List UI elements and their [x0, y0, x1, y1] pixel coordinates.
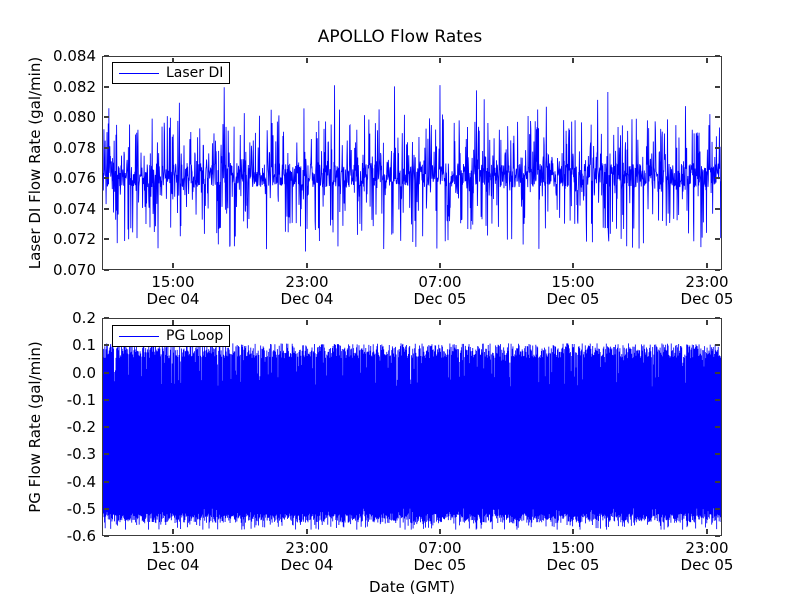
legend-line-swatch-icon — [119, 72, 159, 74]
top-plot-xtick-top — [172, 57, 174, 63]
top-plot-xtick-top — [572, 57, 574, 63]
bottom-plot-ytick-label: -0.3 — [66, 445, 96, 463]
bottom-plot-xtick-top — [706, 319, 708, 325]
top-plot-ytick — [103, 147, 109, 149]
top-plot-ytick-label: 0.076 — [53, 169, 96, 187]
top-plot-ytick-label: 0.072 — [53, 230, 96, 248]
top-plot-xtick — [306, 263, 308, 269]
top-plot-ytick-label: 0.082 — [53, 78, 96, 96]
top-plot-ytick-right — [715, 86, 721, 88]
bottom-plot-ytick-label: 0.0 — [72, 364, 96, 382]
top-plot-ytick-right — [715, 55, 721, 57]
top-plot-ytick — [103, 177, 109, 179]
legend-line-swatch-icon — [119, 335, 159, 337]
top-plot-xtick — [706, 263, 708, 269]
laser-di-series — [103, 57, 721, 269]
top-plot-ytick — [103, 86, 109, 88]
bottom-plot-ytick-right — [715, 344, 721, 346]
bottom-plot-xtick-label: 07:00 Dec 05 — [413, 539, 467, 574]
bottom-plot-xtick-top — [439, 319, 441, 325]
bottom-plot-ytick-right — [715, 399, 721, 401]
top-plot-ytick-label: 0.080 — [53, 108, 96, 126]
top-plot-y-axis-label: Laser DI Flow Rate (gal/min) — [26, 56, 44, 270]
bottom-plot-ytick — [103, 344, 109, 346]
bottom-plot-ytick — [103, 535, 109, 537]
bottom-plot-xtick-label: 23:00 Dec 05 — [680, 539, 734, 574]
top-plot-ytick — [103, 208, 109, 210]
bottom-plot-ytick-right — [715, 426, 721, 428]
top-plot-ytick-label: 0.070 — [53, 261, 96, 279]
top-plot-xtick-top — [706, 57, 708, 63]
bottom-plot-xtick — [172, 529, 174, 535]
top-plot-ytick — [103, 238, 109, 240]
bottom-plot-ytick — [103, 399, 109, 401]
bottom-plot-xtick-label: 15:00 Dec 04 — [146, 539, 200, 574]
bottom-plot-xtick-label: 15:00 Dec 05 — [546, 539, 600, 574]
bottom-plot-xtick — [439, 529, 441, 535]
top-plot-axes — [102, 56, 722, 270]
bottom-plot-ytick — [103, 426, 109, 428]
top-plot-xtick — [172, 263, 174, 269]
bottom-plot-ytick-right — [715, 453, 721, 455]
page-title: APOLLO Flow Rates — [317, 27, 483, 47]
top-plot-ytick-right — [715, 177, 721, 179]
bottom-plot-xtick — [572, 529, 574, 535]
top-plot-xtick — [572, 263, 574, 269]
top-plot-ytick-label: 0.074 — [53, 200, 96, 218]
top-plot-xtick-top — [306, 57, 308, 63]
top-plot-xtick-label: 07:00 Dec 05 — [413, 273, 467, 308]
top-plot-xtick-label: 15:00 Dec 05 — [546, 273, 600, 308]
top-plot-legend: Laser DI — [112, 62, 231, 84]
bottom-plot-xtick-top — [572, 319, 574, 325]
bottom-plot-ytick-right — [715, 535, 721, 537]
bottom-plot-ytick — [103, 317, 109, 319]
bottom-plot-ytick — [103, 372, 109, 374]
bottom-plot-xtick — [706, 529, 708, 535]
x-axis-label: Date (GMT) — [368, 578, 456, 596]
top-plot-ytick-right — [715, 208, 721, 210]
top-plot-ytick — [103, 55, 109, 57]
bottom-plot-ytick-label: -0.1 — [66, 391, 96, 409]
bottom-plot-ytick-label: -0.2 — [66, 418, 96, 436]
bottom-plot-ytick-label: -0.4 — [66, 473, 96, 491]
top-plot-xtick-label: 23:00 Dec 04 — [280, 273, 334, 308]
bottom-plot-xtick-label: 23:00 Dec 04 — [280, 539, 334, 574]
bottom-plot-ytick-label: 0.1 — [72, 336, 96, 354]
laser-di-line — [103, 85, 721, 251]
bottom-plot-ytick-label: -0.6 — [66, 527, 96, 545]
top-plot-ytick-label: 0.078 — [53, 139, 96, 157]
bottom-plot-xtick-top — [306, 319, 308, 325]
bottom-plot-xtick — [306, 529, 308, 535]
bottom-plot-ytick-right — [715, 372, 721, 374]
top-plot-xtick-top — [439, 57, 441, 63]
top-plot-xtick — [439, 263, 441, 269]
top-plot-ytick-right — [715, 116, 721, 118]
top-plot-ytick — [103, 116, 109, 118]
bottom-plot-xtick-top — [172, 319, 174, 325]
bottom-plot-ytick-label: 0.2 — [72, 309, 96, 327]
bottom-plot-ytick — [103, 481, 109, 483]
pg-loop-line — [103, 343, 721, 529]
bottom-plot-ytick — [103, 508, 109, 510]
bottom-plot-y-axis-label: PG Flow Rate (gal/min) — [26, 341, 44, 513]
bottom-plot-ytick-right — [715, 317, 721, 319]
legend-label-pg-loop: PG Loop — [166, 328, 224, 344]
bottom-plot-ytick-right — [715, 481, 721, 483]
top-plot-xtick-label: 15:00 Dec 04 — [146, 273, 200, 308]
top-plot-ytick-right — [715, 238, 721, 240]
top-plot-ytick-right — [715, 147, 721, 149]
pg-loop-series — [103, 319, 721, 535]
legend-label-laser-di: Laser DI — [166, 65, 224, 81]
top-plot-ytick-right — [715, 269, 721, 271]
bottom-plot-ytick-right — [715, 508, 721, 510]
bottom-plot-ytick-label: -0.5 — [66, 500, 96, 518]
bottom-plot-ytick — [103, 453, 109, 455]
top-plot-ytick-label: 0.084 — [53, 47, 96, 65]
bottom-plot-legend: PG Loop — [112, 325, 231, 347]
top-plot-ytick — [103, 269, 109, 271]
top-plot-xtick-label: 23:00 Dec 05 — [680, 273, 734, 308]
bottom-plot-axes — [102, 318, 722, 536]
